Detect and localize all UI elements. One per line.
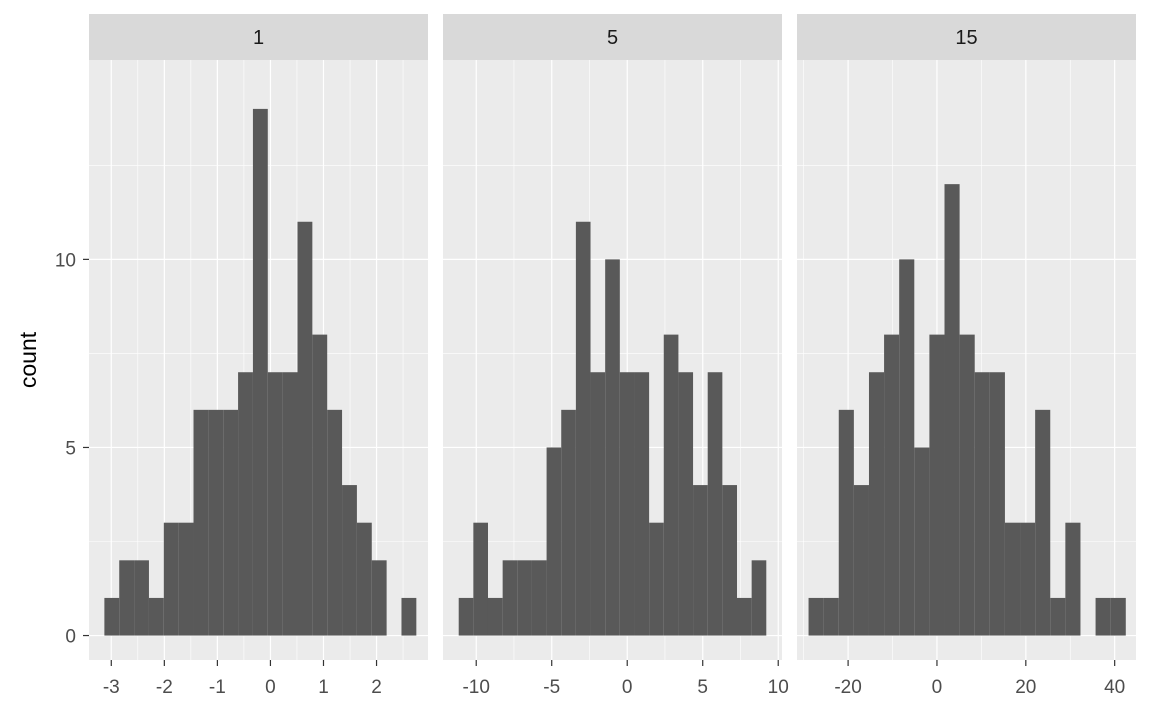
- histogram-bar: [282, 372, 298, 636]
- histogram-bar: [193, 409, 209, 636]
- histogram-bar: [517, 560, 532, 636]
- histogram-bar: [974, 372, 990, 636]
- histogram-bar: [959, 334, 975, 636]
- histogram-bar: [1110, 597, 1126, 636]
- histogram-bar: [487, 597, 503, 636]
- histogram-bar: [148, 597, 164, 636]
- histogram-bar: [119, 560, 135, 636]
- histogram-bar: [605, 259, 620, 636]
- histogram-bar: [327, 409, 343, 636]
- histogram-bar: [853, 485, 869, 636]
- histogram-bar: [737, 597, 752, 636]
- histogram-bar: [531, 560, 547, 636]
- histogram-bar: [914, 447, 930, 636]
- histogram-bar: [297, 221, 313, 636]
- histogram-bar: [707, 372, 723, 636]
- y-axis-title: count: [15, 331, 41, 388]
- histogram-bar: [502, 560, 518, 636]
- histogram-bar: [838, 409, 854, 636]
- x-tick-label: 0: [265, 677, 276, 698]
- x-tick-label: 5: [697, 677, 708, 698]
- histogram-bar: [884, 334, 900, 636]
- histogram-bar: [401, 597, 417, 636]
- histogram-bar: [1095, 597, 1111, 636]
- histogram-bar: [899, 259, 915, 636]
- y-tick-label: 0: [65, 627, 76, 648]
- y-tick-label: 10: [55, 250, 76, 271]
- histogram-bar: [929, 334, 945, 636]
- histogram-bar: [371, 560, 387, 636]
- histogram-bar: [751, 560, 767, 636]
- histogram-bar: [663, 334, 679, 636]
- histogram-bar: [238, 372, 253, 636]
- x-tick-label: 0: [932, 677, 943, 698]
- facet-strip-2: [443, 14, 782, 60]
- histogram-bar: [808, 597, 824, 636]
- histogram-bar: [619, 372, 635, 636]
- histogram-bar: [989, 372, 1005, 636]
- histogram-bar: [223, 409, 239, 636]
- histogram-bar: [823, 597, 839, 636]
- histogram-bar: [868, 372, 885, 636]
- facet-strip-label: 15: [955, 27, 977, 49]
- histogram-bar: [312, 334, 328, 636]
- y-tick-label: 5: [65, 438, 76, 459]
- histogram-bar: [546, 447, 562, 636]
- x-tick-label: -5: [543, 677, 560, 698]
- histogram-bar: [252, 108, 268, 636]
- histogram-bar: [134, 560, 149, 636]
- histogram-bar: [267, 372, 283, 636]
- histogram-bar: [208, 409, 224, 636]
- histogram-bar: [104, 597, 120, 636]
- x-tick-label: 0: [622, 677, 633, 698]
- x-tick-label: 1: [318, 677, 329, 698]
- x-tick-label: -1: [209, 677, 226, 698]
- facet-strip-3: [797, 14, 1136, 60]
- x-tick-label: -3: [103, 677, 120, 698]
- histogram-bar: [1020, 522, 1036, 636]
- histogram-bar: [944, 184, 960, 636]
- facet-strip-1: [89, 14, 428, 60]
- x-tick-label: 20: [1015, 677, 1036, 698]
- histogram-bar: [1035, 409, 1051, 636]
- histogram-bar: [473, 522, 488, 636]
- histogram-bar: [342, 485, 357, 636]
- histogram-bar: [356, 522, 372, 636]
- histogram-bar: [458, 597, 474, 636]
- facet-strip-label: 5: [607, 27, 618, 49]
- histogram-bar: [634, 372, 650, 636]
- histogram-bar: [1065, 522, 1081, 636]
- histogram-bar: [178, 522, 194, 636]
- x-tick-label: 2: [371, 677, 382, 698]
- x-tick-label: 40: [1104, 677, 1125, 698]
- histogram-bar: [1004, 522, 1021, 636]
- histogram-bar: [649, 522, 664, 636]
- histogram-bar: [163, 522, 179, 636]
- x-tick-label: -10: [462, 677, 489, 698]
- x-tick-label: -20: [834, 677, 861, 698]
- histogram-bar: [693, 485, 708, 636]
- x-tick-label: -2: [156, 677, 173, 698]
- histogram-bar: [575, 221, 591, 636]
- histogram-bar: [561, 409, 576, 636]
- facet-strip-label: 1: [253, 27, 264, 49]
- histogram-bar: [1050, 597, 1066, 636]
- histogram-bar: [590, 372, 606, 636]
- histogram-bar: [678, 372, 694, 636]
- x-tick-label: 10: [768, 677, 789, 698]
- histogram-bar: [722, 485, 738, 636]
